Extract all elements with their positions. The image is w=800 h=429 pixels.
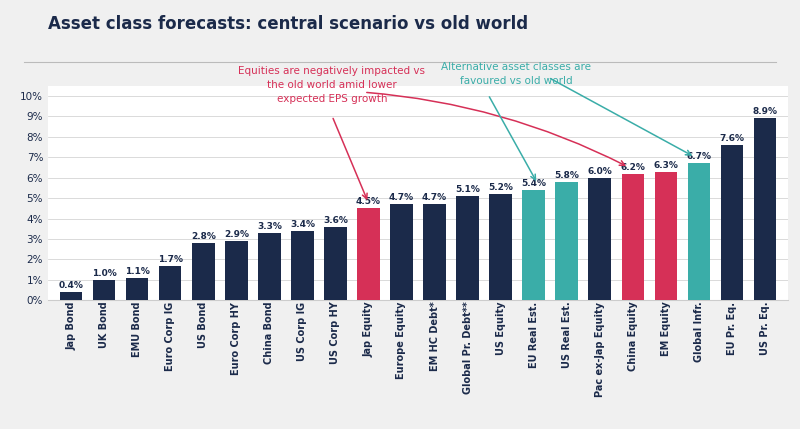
Text: 4.7%: 4.7% xyxy=(389,193,414,202)
Bar xyxy=(60,292,82,300)
Text: 1.0%: 1.0% xyxy=(92,269,117,278)
Text: 0.4%: 0.4% xyxy=(58,281,83,290)
Text: 3.6%: 3.6% xyxy=(323,216,348,225)
Text: 6.2%: 6.2% xyxy=(620,163,645,172)
Bar xyxy=(358,208,380,300)
Bar xyxy=(555,182,578,300)
Text: 5.1%: 5.1% xyxy=(455,185,480,194)
Text: 5.8%: 5.8% xyxy=(554,171,579,180)
Bar xyxy=(126,278,149,300)
Bar xyxy=(589,178,611,300)
Bar xyxy=(721,145,743,300)
Text: 1.1%: 1.1% xyxy=(125,267,150,276)
Text: 8.9%: 8.9% xyxy=(752,107,778,116)
Bar xyxy=(456,196,478,300)
Bar xyxy=(423,204,446,300)
Bar xyxy=(754,118,776,300)
Text: Alternative asset classes are
favoured vs old world: Alternative asset classes are favoured v… xyxy=(441,62,591,86)
Text: 6.7%: 6.7% xyxy=(686,152,711,161)
Text: 3.4%: 3.4% xyxy=(290,220,315,229)
Text: 1.7%: 1.7% xyxy=(158,254,182,263)
Text: 6.3%: 6.3% xyxy=(654,160,678,169)
Text: 3.3%: 3.3% xyxy=(257,222,282,231)
Text: 2.8%: 2.8% xyxy=(191,232,216,241)
Bar xyxy=(225,241,247,300)
Bar xyxy=(93,280,115,300)
Text: 4.7%: 4.7% xyxy=(422,193,447,202)
Text: 5.4%: 5.4% xyxy=(521,179,546,188)
Bar xyxy=(622,174,644,300)
Text: Equities are negatively impacted vs
the old world amid lower
expected EPS growth: Equities are negatively impacted vs the … xyxy=(238,66,426,105)
Text: 6.0%: 6.0% xyxy=(587,167,612,176)
Text: 2.9%: 2.9% xyxy=(224,230,249,239)
Bar xyxy=(192,243,214,300)
Bar xyxy=(258,233,281,300)
Bar xyxy=(490,194,512,300)
Text: 4.5%: 4.5% xyxy=(356,197,381,206)
Text: Asset class forecasts: central scenario vs old world: Asset class forecasts: central scenario … xyxy=(48,15,528,33)
Bar xyxy=(390,204,413,300)
Bar xyxy=(522,190,545,300)
Bar xyxy=(324,227,346,300)
Bar xyxy=(654,172,677,300)
Text: 7.6%: 7.6% xyxy=(719,134,744,143)
Text: 5.2%: 5.2% xyxy=(488,183,513,192)
Bar xyxy=(291,231,314,300)
Bar xyxy=(687,163,710,300)
Bar xyxy=(159,266,182,300)
